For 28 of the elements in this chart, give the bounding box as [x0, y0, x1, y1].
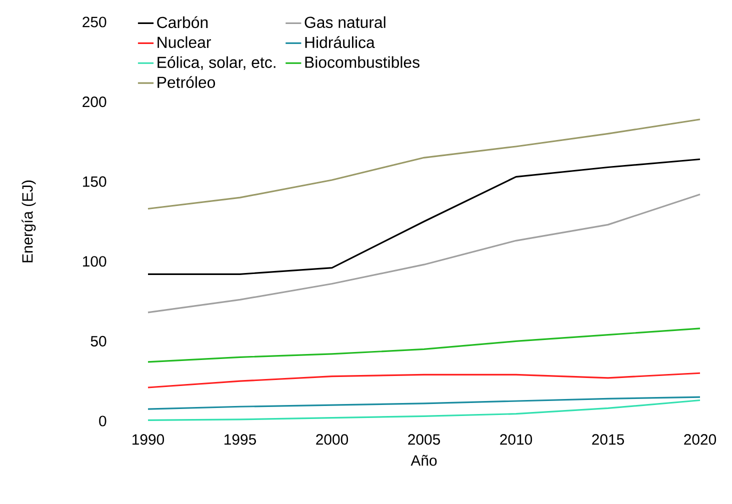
line-series [147, 372, 701, 388]
legend-label: Biocombustibles [305, 56, 420, 68]
x-axis-title: Año [410, 454, 437, 466]
line-series [147, 158, 701, 275]
y-tick-label: 150 [83, 176, 106, 187]
x-tick-label: 2015 [592, 434, 624, 445]
y-tick-label: 0 [99, 416, 106, 426]
x-tick-label: 1995 [224, 434, 256, 445]
line-series [147, 118, 701, 210]
y-tick-label: 50 [90, 336, 106, 346]
legend-label: Eólica, solar, etc. [158, 56, 276, 70]
line-series [147, 399, 701, 422]
y-axis-title: Energía (EJ) [22, 180, 36, 262]
x-tick-label: 1990 [132, 434, 164, 445]
x-tick-label: 2000 [316, 434, 348, 445]
x-tick-label: 2020 [684, 434, 716, 445]
legend-label: Hidráulica [305, 36, 375, 48]
legend-label: Carbón [157, 16, 208, 28]
y-tick-label: 200 [82, 96, 106, 108]
legend-label: Petróleo [158, 76, 216, 88]
line-series [147, 194, 701, 314]
y-tick-label: 250 [82, 16, 106, 28]
x-tick-label: 2010 [500, 434, 532, 445]
legend-label: Nuclear [158, 36, 211, 48]
line-series [147, 328, 701, 363]
y-tick-label: 100 [83, 256, 106, 267]
x-tick-label: 2005 [408, 434, 440, 445]
legend-label: Gas natural [304, 16, 386, 28]
